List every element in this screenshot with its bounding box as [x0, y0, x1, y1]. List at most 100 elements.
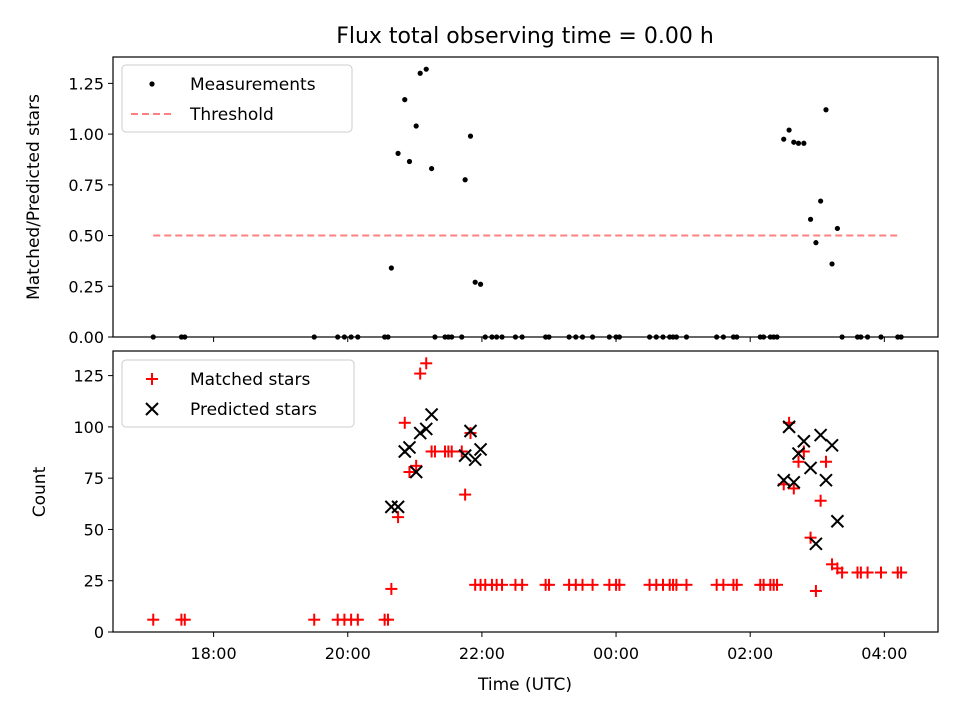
- matched-star-point: [670, 578, 683, 591]
- predicted-star-point: [419, 422, 433, 436]
- predicted-star-point: [777, 473, 791, 487]
- matched-star-point: [895, 566, 908, 579]
- matched-star-point: [398, 416, 411, 429]
- matched-star-point: [613, 578, 626, 591]
- matched-star-point: [836, 566, 849, 579]
- bottom-ytick-label: 125: [73, 367, 104, 386]
- top-ytick-label: 1.00: [68, 125, 104, 144]
- matched-star-point: [420, 357, 433, 370]
- bottom-ylabel: Count: [30, 466, 50, 517]
- predicted-star-point: [424, 407, 439, 422]
- matched-star-point: [576, 578, 589, 591]
- legend-predicted-marker: [145, 402, 159, 416]
- matched-star-point: [147, 613, 160, 626]
- matched-star-point: [428, 445, 441, 458]
- matched-star-point: [385, 582, 398, 595]
- legend-matched-label: Matched stars: [190, 370, 310, 390]
- measurement-point: [406, 158, 413, 165]
- predicted-star-point: [813, 428, 828, 442]
- top-ylabel: Matched/Predicted stars: [24, 94, 44, 300]
- predicted-star-point: [458, 448, 472, 463]
- matched-star-point: [351, 613, 364, 626]
- top-ytick-label: 0.25: [68, 277, 104, 296]
- predicted-star-point: [413, 426, 427, 440]
- matched-star-point: [392, 511, 405, 524]
- legend-measurements-marker: [149, 81, 155, 87]
- matched-star-point: [410, 459, 423, 472]
- bottom-ytick-label: 25: [84, 572, 104, 591]
- matched-star-point: [680, 578, 693, 591]
- predicted-star-point: [797, 434, 811, 448]
- legend-matched-marker: [146, 373, 158, 385]
- predicted-star-point: [809, 537, 823, 551]
- bottom-ytick-label: 0: [94, 623, 104, 642]
- bottom-ytick-label: 75: [84, 469, 104, 488]
- predicted-star-point: [402, 440, 417, 455]
- measurement-point: [417, 70, 423, 76]
- top-chart-title: Flux total observing time = 0.00 h: [336, 24, 714, 49]
- matched-star-point: [792, 455, 805, 468]
- measurement-point: [807, 216, 814, 222]
- predicted-star-point: [468, 453, 482, 467]
- measurement-point: [423, 66, 429, 72]
- matched-star-point: [874, 566, 887, 579]
- matched-star-point: [464, 427, 477, 440]
- measurement-point: [477, 281, 484, 287]
- top-legend: Measurements Threshold: [121, 64, 353, 133]
- matched-star-point: [861, 566, 874, 579]
- measurement-point: [829, 261, 835, 267]
- matched-star-point: [516, 578, 529, 591]
- measurement-point: [818, 198, 824, 204]
- predicted-star-point: [463, 424, 478, 438]
- predicted-star-point: [391, 500, 405, 514]
- top-axes-frame: [112, 56, 939, 338]
- matched-star-point: [730, 578, 743, 591]
- matched-star-point: [496, 578, 509, 591]
- top-ytick-label: 1.25: [68, 74, 104, 93]
- bottom-legend: Matched stars Predicted stars: [121, 359, 355, 428]
- matched-star-point: [771, 578, 784, 591]
- bottom-ytick-label: 100: [73, 418, 104, 437]
- top-panel: 0.00 0.25 0.50 0.75 1.00 1.25 Matched/Predict…: [24, 56, 939, 347]
- matched-star-point: [586, 578, 599, 591]
- matched-star-point: [459, 488, 472, 501]
- matched-star-point: [308, 613, 321, 626]
- bottom-xtick-label: 20:00: [325, 644, 371, 663]
- matched-star-point: [542, 578, 555, 591]
- predicted-star-point: [787, 475, 801, 489]
- matched-star-point: [717, 578, 730, 591]
- predicted-star-point: [782, 420, 796, 434]
- matched-star-point: [403, 466, 416, 479]
- measurement-point: [801, 140, 807, 146]
- legend-measurements-label: Measurements: [190, 75, 316, 95]
- bottom-axes-frame: [112, 350, 939, 633]
- bottom-xtick-label: 18:00: [191, 644, 237, 663]
- predicted-star-point: [803, 461, 818, 475]
- measurement-point: [413, 123, 419, 129]
- matched-star-point: [178, 613, 191, 626]
- predicted-star-point: [825, 438, 839, 453]
- matched-star-point: [445, 445, 458, 458]
- measurement-point: [834, 225, 840, 232]
- matched-star-point: [787, 482, 800, 495]
- bottom-ytick-label: 50: [84, 520, 104, 539]
- measurement-point: [467, 133, 474, 139]
- measurement-point: [402, 97, 408, 103]
- measurement-point: [791, 139, 797, 145]
- measurement-point: [813, 240, 819, 246]
- predicted-star-point: [830, 514, 845, 528]
- bottom-xtick-label: 02:00: [727, 644, 773, 663]
- matched-star-point: [382, 613, 394, 626]
- predicted-star-point: [791, 446, 806, 461]
- matched-star-point: [414, 367, 427, 380]
- legend-threshold-label: Threshold: [189, 105, 274, 125]
- top-ytick-label: 0.75: [68, 176, 104, 195]
- bottom-xtick-label: 00:00: [593, 644, 639, 663]
- measurement-point: [781, 136, 787, 142]
- predicted-star-point: [409, 465, 423, 479]
- bottom-panel: 0 25 50 75 100 125 18:00 20:00 22:00 00:00 02:00 04…: [30, 350, 939, 695]
- top-ytick-label: 0.50: [68, 227, 104, 246]
- matched-star-point: [814, 494, 827, 507]
- measurement-point: [472, 279, 478, 285]
